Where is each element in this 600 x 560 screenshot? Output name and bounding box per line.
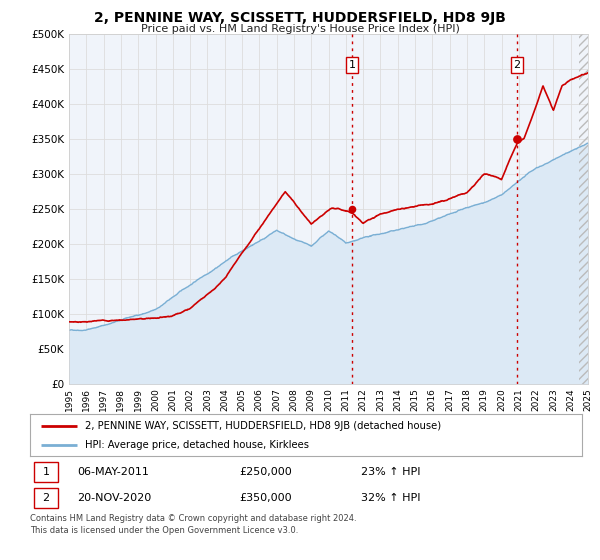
Text: 2, PENNINE WAY, SCISSETT, HUDDERSFIELD, HD8 9JB (detached house): 2, PENNINE WAY, SCISSETT, HUDDERSFIELD, … [85,421,442,431]
Text: 1: 1 [349,60,355,70]
Text: Price paid vs. HM Land Registry's House Price Index (HPI): Price paid vs. HM Land Registry's House … [140,24,460,34]
Text: 32% ↑ HPI: 32% ↑ HPI [361,493,421,503]
Text: 23% ↑ HPI: 23% ↑ HPI [361,467,421,477]
Text: £350,000: £350,000 [240,493,292,503]
Text: 20-NOV-2020: 20-NOV-2020 [77,493,151,503]
Text: 2: 2 [514,60,521,70]
Text: 1: 1 [43,467,50,477]
Text: HPI: Average price, detached house, Kirklees: HPI: Average price, detached house, Kirk… [85,440,309,450]
Point [512,134,522,143]
Text: Contains HM Land Registry data © Crown copyright and database right 2024.
This d: Contains HM Land Registry data © Crown c… [30,514,356,535]
FancyBboxPatch shape [34,463,58,482]
Text: 2: 2 [43,493,50,503]
FancyBboxPatch shape [34,488,58,507]
Point [347,204,356,213]
Text: £250,000: £250,000 [240,467,293,477]
Text: 2, PENNINE WAY, SCISSETT, HUDDERSFIELD, HD8 9JB: 2, PENNINE WAY, SCISSETT, HUDDERSFIELD, … [94,11,506,25]
Text: 06-MAY-2011: 06-MAY-2011 [77,467,149,477]
